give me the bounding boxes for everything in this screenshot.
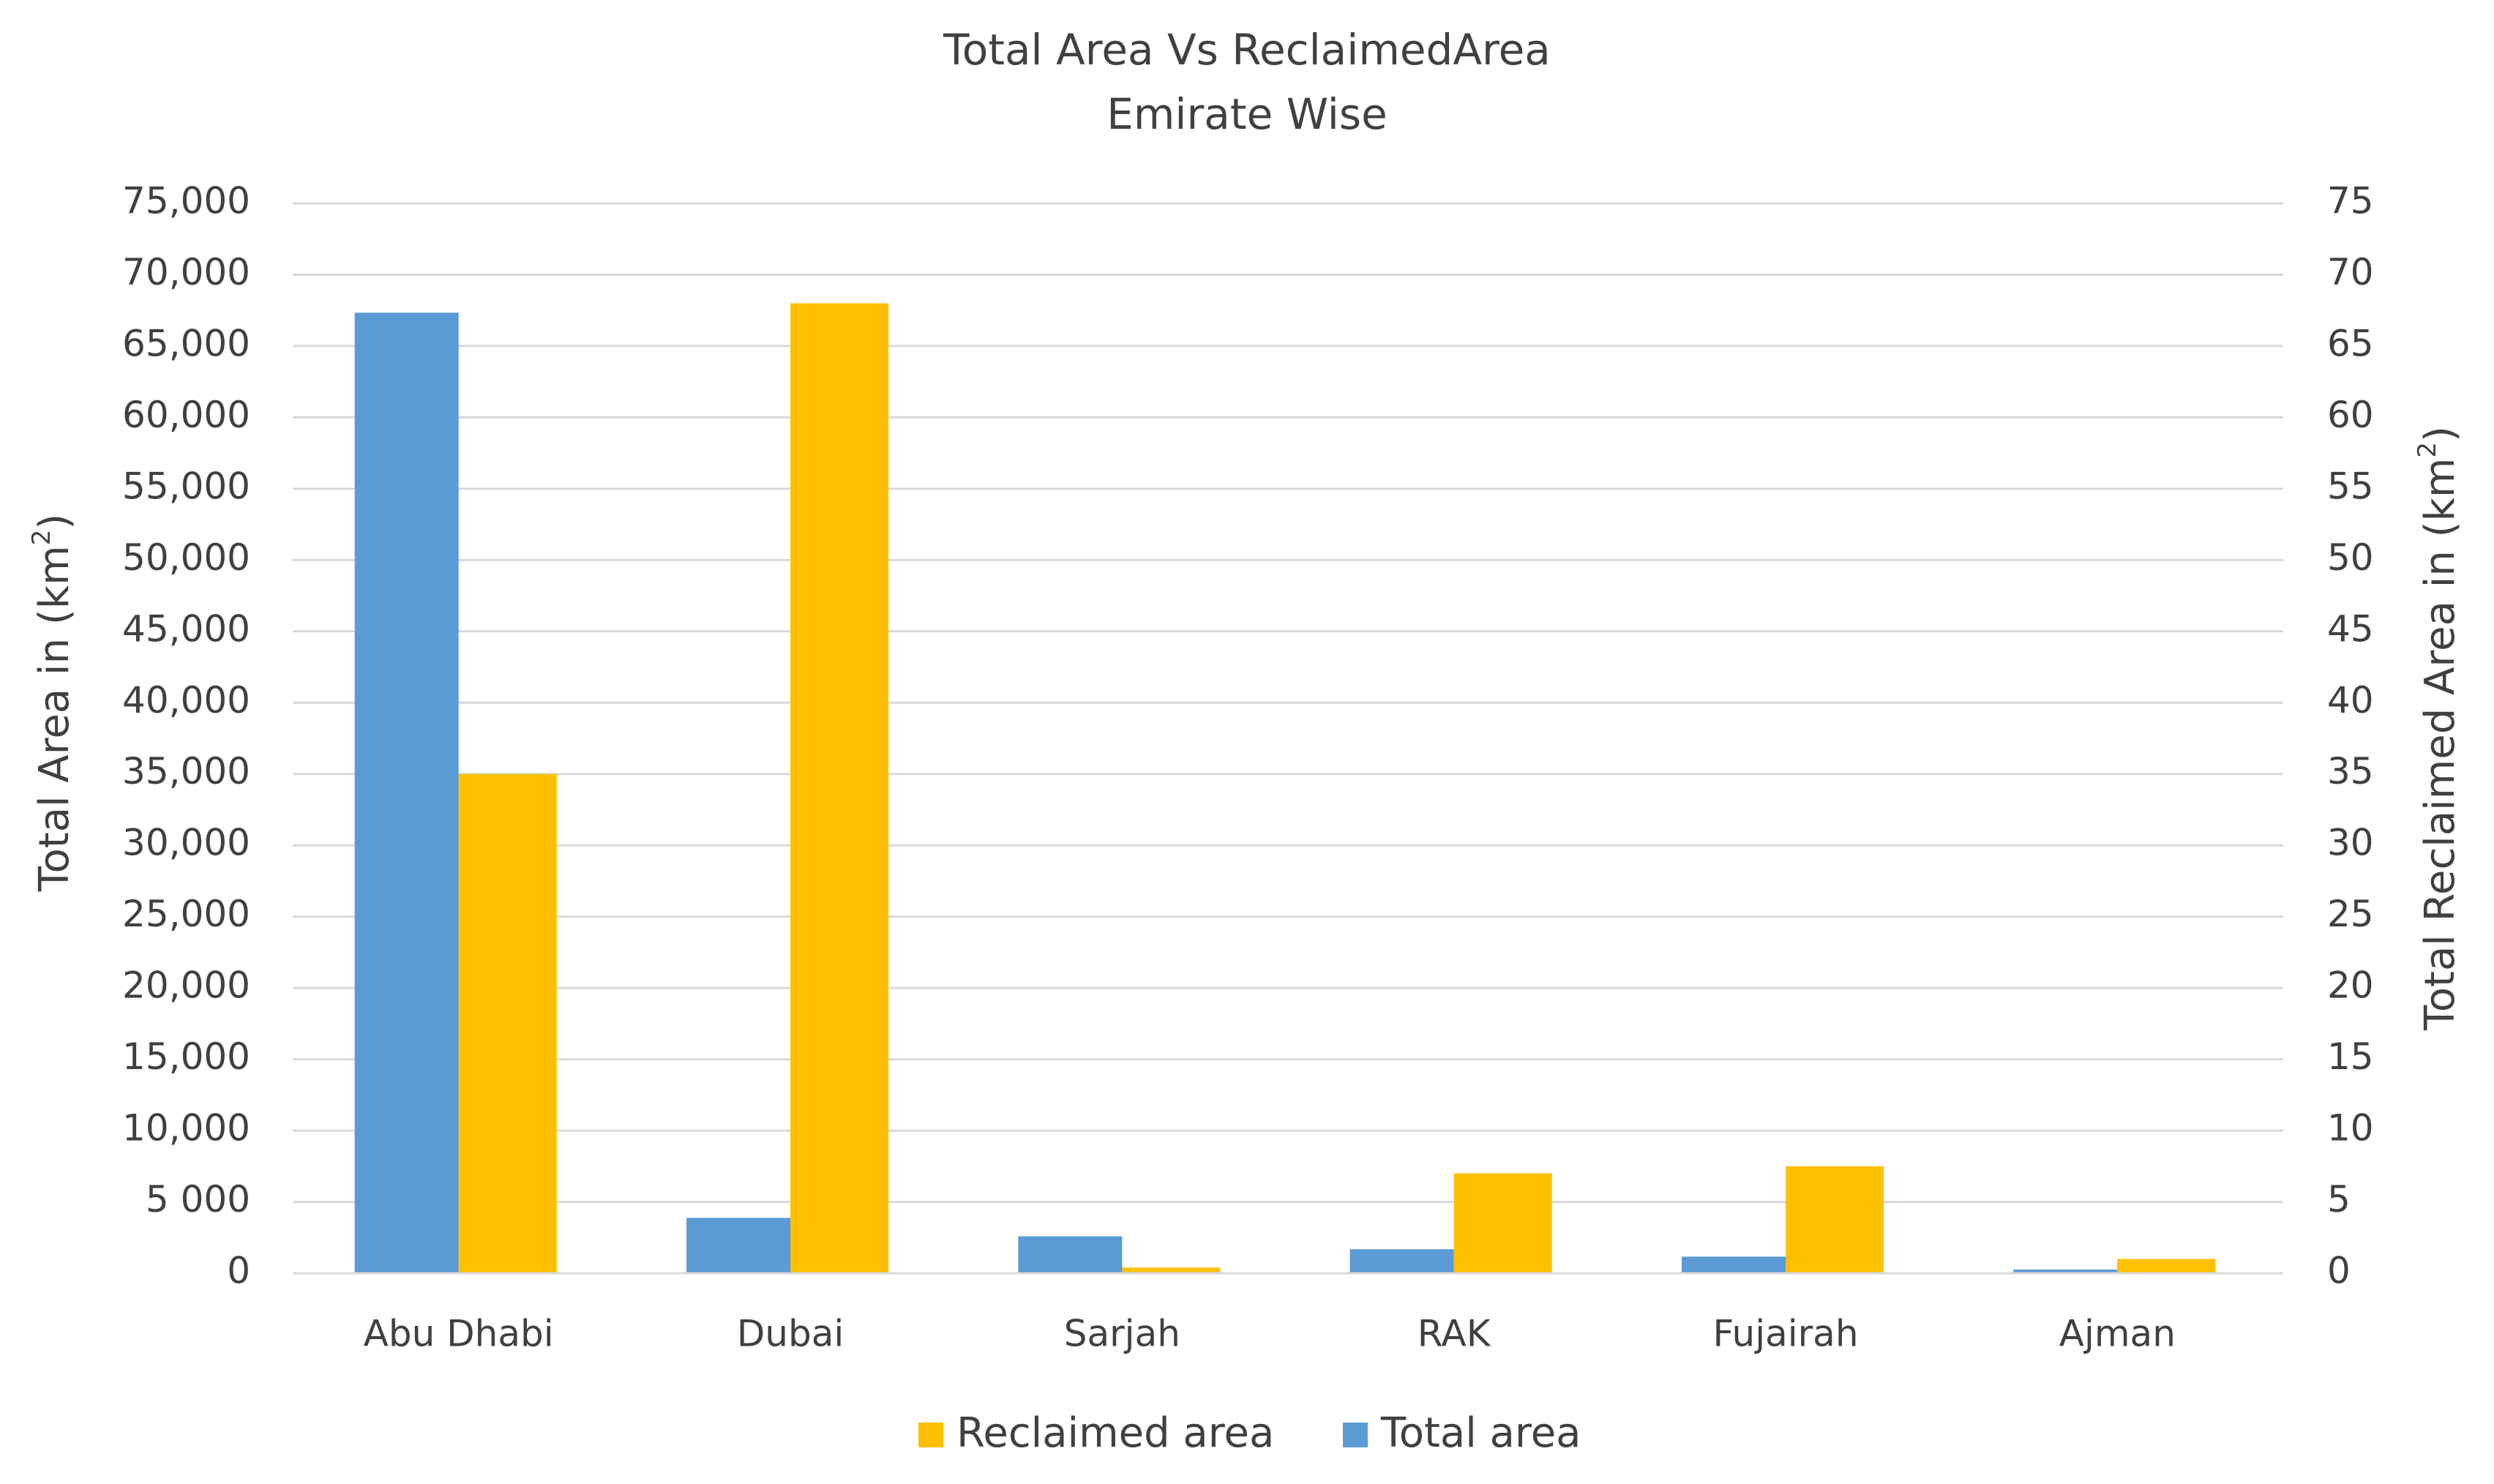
left-tick-label: 70,000 [122, 251, 250, 293]
left-axis-ticks: 0 5 000 10,000 15,000 20,000 25,000 30,000 35,0… [122, 180, 250, 1292]
category-label: Fujairah [1712, 1313, 1858, 1355]
right-tick-label: 55 [2327, 465, 2374, 507]
left-axis-label: Total Area in (km2) [27, 514, 79, 892]
category-label: Sarjah [1064, 1313, 1180, 1355]
category-labels: Abu Dhabi Dubai Sarjah RAK Fujairah Ajman [364, 1313, 2176, 1355]
left-tick-label: 55,000 [122, 465, 250, 507]
right-tick-label: 15 [2327, 1035, 2374, 1078]
legend-label: Reclaimed area [956, 1409, 1274, 1457]
bar-reclaimed-area [1453, 1173, 1552, 1273]
right-tick-label: 5 [2327, 1178, 2351, 1221]
right-tick-label: 20 [2327, 964, 2374, 1007]
bar-reclaimed-area [790, 303, 888, 1273]
category-label: Dubai [737, 1313, 844, 1355]
left-tick-label: 75,000 [122, 180, 250, 222]
right-tick-label: 65 [2327, 322, 2374, 364]
left-tick-label: 40,000 [122, 679, 250, 722]
bar-reclaimed-area [458, 773, 557, 1273]
bar-total-area [354, 312, 459, 1273]
left-tick-label: 25,000 [122, 893, 250, 935]
left-tick-label: 15,000 [122, 1035, 250, 1078]
chart-subtitle: Emirate Wise [1106, 89, 1388, 139]
left-tick-label: 50,000 [122, 536, 250, 579]
bar-total-area [2013, 1269, 2118, 1273]
category-label: Abu Dhabi [364, 1313, 554, 1355]
right-tick-label: 25 [2327, 893, 2374, 935]
right-tick-label: 50 [2327, 536, 2374, 579]
right-tick-label: 0 [2327, 1250, 2351, 1292]
category-label: RAK [1418, 1313, 1491, 1355]
left-tick-label: 30,000 [122, 822, 250, 864]
gridlines [293, 202, 2283, 1204]
left-tick-label: 45,000 [122, 607, 250, 650]
bar-total-area [1018, 1236, 1123, 1273]
right-tick-label: 70 [2327, 251, 2374, 293]
category-label: Ajman [2059, 1313, 2176, 1355]
legend-label: Total area [1380, 1409, 1581, 1457]
right-tick-label: 30 [2327, 822, 2374, 864]
right-axis-label: Total Reclaimed Area in (km2) [2413, 426, 2465, 1031]
right-tick-label: 60 [2327, 394, 2374, 436]
bar-total-area [686, 1218, 790, 1273]
left-tick-label: 20,000 [122, 964, 250, 1007]
legend: Reclaimed area Total area [918, 1409, 1581, 1457]
left-tick-label: 65,000 [122, 322, 250, 364]
bar-reclaimed-area [1786, 1166, 1884, 1273]
chart-title: Total Area Vs ReclaimedArea [943, 25, 1551, 75]
right-tick-label: 45 [2327, 607, 2374, 650]
right-tick-label: 40 [2327, 679, 2374, 722]
left-tick-label: 60,000 [122, 394, 250, 436]
bar-reclaimed-area [2117, 1259, 2216, 1273]
bar-total-area [1349, 1249, 1454, 1273]
right-tick-label: 10 [2327, 1107, 2374, 1150]
left-tick-label: 10,000 [122, 1107, 250, 1150]
right-tick-label: 35 [2327, 750, 2374, 792]
legend-swatch [918, 1423, 943, 1447]
left-tick-label: 5 000 [146, 1178, 250, 1221]
left-tick-label: 35,000 [122, 750, 250, 792]
bar-reclaimed-area [1122, 1267, 1221, 1273]
right-axis-ticks: 0 5 10 15 20 25 30 35 40 45 50 55 60 65 70 75 [2327, 180, 2374, 1292]
bar-total-area [1682, 1256, 1786, 1273]
legend-swatch [1343, 1423, 1368, 1447]
right-tick-label: 75 [2327, 180, 2374, 222]
left-tick-label: 0 [227, 1250, 250, 1292]
bars [354, 303, 2216, 1273]
